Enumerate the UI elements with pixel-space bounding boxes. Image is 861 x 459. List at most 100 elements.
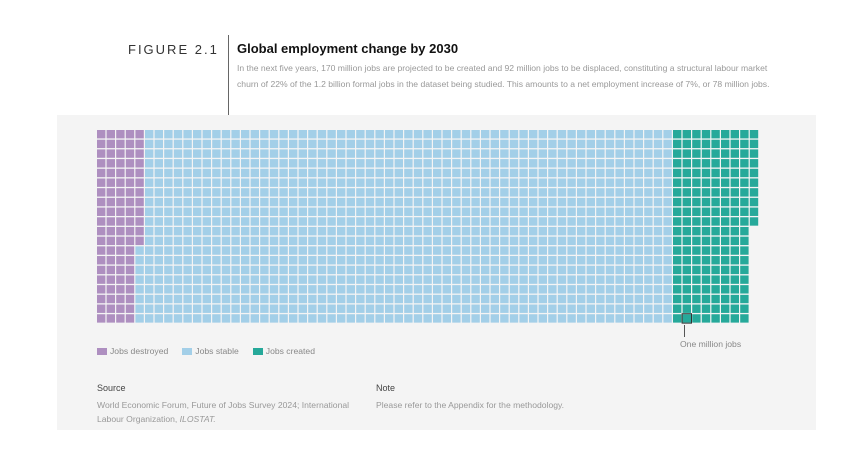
waffle-cell-jobs-created	[730, 236, 739, 246]
waffle-cell-jobs-destroyed	[125, 139, 135, 149]
waffle-cell-jobs-stable	[529, 294, 538, 304]
waffle-cell-jobs-stable	[241, 188, 250, 197]
waffle-cell-jobs-created	[682, 207, 691, 216]
waffle-cell-jobs-stable	[183, 168, 192, 178]
waffle-cell-jobs-stable	[586, 139, 595, 149]
waffle-cell-jobs-stable	[413, 217, 423, 226]
waffle-cell-jobs-stable	[634, 236, 643, 246]
waffle-cell-jobs-stable	[471, 285, 480, 294]
waffle-cell-jobs-stable	[461, 265, 471, 275]
waffle-cell-jobs-stable	[557, 159, 567, 168]
waffle-cell-jobs-stable	[202, 130, 211, 139]
waffle-cell-jobs-stable	[183, 197, 192, 207]
waffle-cell-jobs-destroyed	[135, 168, 144, 178]
waffle-cell-jobs-stable	[481, 314, 490, 323]
waffle-cell-jobs-stable	[135, 256, 144, 265]
waffle-cell-jobs-stable	[500, 188, 509, 197]
waffle-cell-jobs-stable	[202, 139, 211, 149]
waffle-cell-jobs-stable	[471, 139, 480, 149]
waffle-cell-jobs-stable	[385, 217, 394, 226]
waffle-cell-jobs-stable	[653, 256, 663, 265]
waffle-cell-jobs-stable	[548, 294, 557, 304]
waffle-cell-jobs-stable	[221, 304, 231, 313]
waffle-cell-jobs-stable	[289, 130, 298, 139]
waffle-cell-jobs-destroyed	[135, 130, 144, 139]
waffle-cell-jobs-stable	[586, 246, 595, 255]
waffle-cell-jobs-stable	[663, 246, 672, 255]
waffle-cell-jobs-stable	[212, 236, 221, 246]
waffle-cell-jobs-stable	[327, 265, 336, 275]
waffle-cell-jobs-stable	[154, 188, 163, 197]
waffle-cell-jobs-stable	[538, 294, 547, 304]
waffle-cell-jobs-stable	[567, 226, 576, 236]
waffle-cell-jobs-stable	[433, 304, 442, 313]
waffle-cell-jobs-stable	[404, 188, 413, 197]
waffle-cell-jobs-stable	[212, 130, 221, 139]
waffle-cell-jobs-stable	[212, 294, 221, 304]
waffle-cell-jobs-stable	[337, 304, 346, 313]
waffle-cell-jobs-stable	[663, 236, 672, 246]
waffle-cell-jobs-stable	[557, 275, 567, 284]
waffle-cell-jobs-stable	[173, 314, 183, 323]
waffle-cell-jobs-stable	[452, 314, 461, 323]
waffle-cell-jobs-stable	[442, 226, 451, 236]
waffle-cell-jobs-stable	[634, 265, 643, 275]
waffle-cell-jobs-stable	[548, 217, 557, 226]
waffle-cell-jobs-stable	[509, 149, 519, 158]
waffle-cell-jobs-stable	[442, 188, 451, 197]
waffle-cell-jobs-created	[749, 168, 759, 178]
waffle-cell-jobs-stable	[404, 226, 413, 236]
waffle-cell-jobs-stable	[145, 226, 154, 236]
waffle-cell-jobs-stable	[471, 275, 480, 284]
waffle-cell-jobs-stable	[164, 178, 173, 187]
waffle-cell-jobs-stable	[298, 207, 307, 216]
waffle-cell-jobs-destroyed	[135, 217, 144, 226]
waffle-cell-jobs-stable	[145, 139, 154, 149]
waffle-cell-jobs-stable	[471, 178, 480, 187]
waffle-cell-jobs-destroyed	[116, 168, 125, 178]
waffle-cell-jobs-stable	[509, 139, 519, 149]
waffle-cell-jobs-stable	[433, 285, 442, 294]
waffle-cell-jobs-created	[673, 168, 682, 178]
waffle-cell-jobs-stable	[241, 246, 250, 255]
waffle-cell-jobs-stable	[337, 246, 346, 255]
waffle-cell-jobs-stable	[500, 294, 509, 304]
waffle-cell-jobs-stable	[605, 314, 615, 323]
waffle-cell-jobs-stable	[260, 304, 269, 313]
waffle-cell-jobs-stable	[586, 256, 595, 265]
unit-marker-box	[681, 313, 692, 324]
waffle-cell-jobs-stable	[615, 130, 624, 139]
waffle-cell-jobs-created	[692, 265, 701, 275]
waffle-cell-jobs-stable	[481, 265, 490, 275]
waffle-cell-jobs-stable	[413, 207, 423, 216]
waffle-cell-jobs-stable	[327, 178, 336, 187]
waffle-cell-jobs-destroyed	[97, 294, 106, 304]
waffle-cell-jobs-stable	[596, 236, 605, 246]
waffle-cell-jobs-stable	[337, 139, 346, 149]
waffle-cell-jobs-stable	[509, 159, 519, 168]
waffle-cell-jobs-stable	[154, 168, 163, 178]
waffle-cell-jobs-stable	[596, 159, 605, 168]
waffle-cell-jobs-stable	[490, 236, 499, 246]
waffle-cell-jobs-created	[721, 149, 730, 158]
waffle-cell-jobs-stable	[644, 265, 653, 275]
waffle-cell-jobs-stable	[605, 236, 615, 246]
waffle-cell-jobs-stable	[423, 197, 432, 207]
waffle-cell-jobs-stable	[298, 159, 307, 168]
waffle-cell-jobs-stable	[289, 149, 298, 158]
waffle-cell-jobs-created	[730, 207, 739, 216]
waffle-cell-jobs-created	[721, 159, 730, 168]
waffle-cell-jobs-stable	[135, 294, 144, 304]
waffle-cell-jobs-destroyed	[97, 226, 106, 236]
waffle-cell-jobs-stable	[663, 139, 672, 149]
waffle-cell-jobs-stable	[471, 304, 480, 313]
waffle-cell-jobs-stable	[250, 149, 259, 158]
waffle-cell-jobs-stable	[452, 139, 461, 149]
waffle-cell-jobs-stable	[365, 168, 375, 178]
waffle-cell-jobs-stable	[394, 285, 403, 294]
waffle-cell-jobs-stable	[500, 139, 509, 149]
waffle-cell-jobs-stable	[452, 207, 461, 216]
waffle-cell-jobs-stable	[500, 207, 509, 216]
waffle-cell-jobs-stable	[538, 314, 547, 323]
waffle-cell-jobs-stable	[173, 168, 183, 178]
